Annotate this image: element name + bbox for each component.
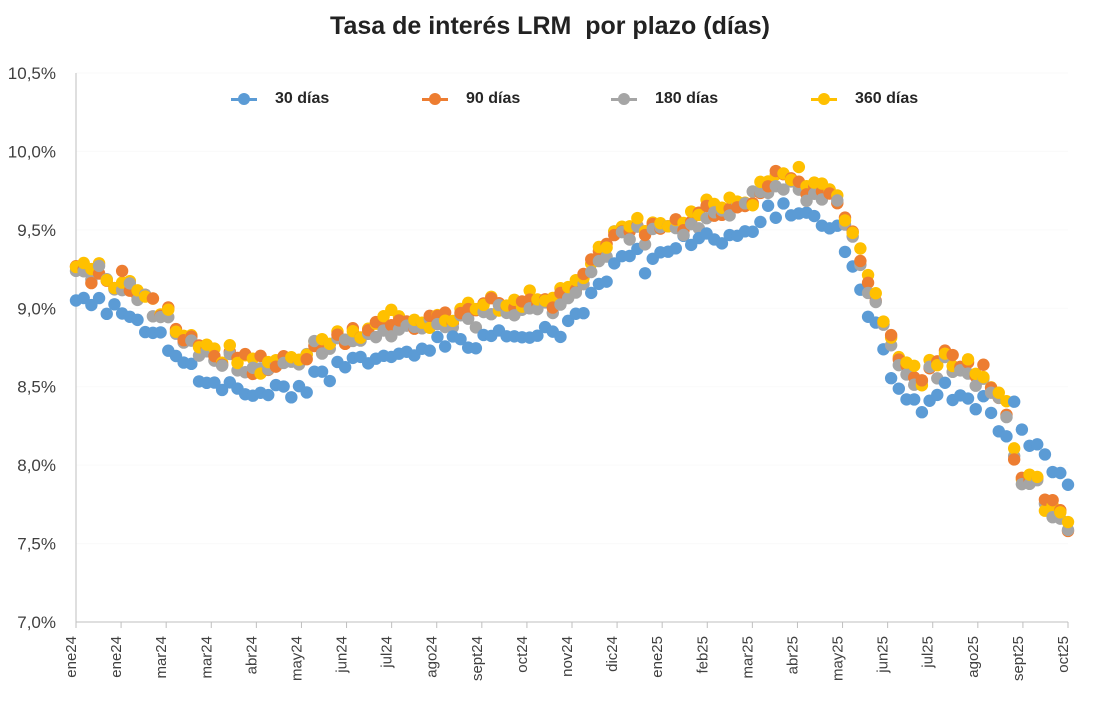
svg-text:nov24: nov24 — [559, 636, 576, 677]
svg-text:dic24: dic24 — [604, 636, 621, 672]
svg-text:oct25: oct25 — [1055, 636, 1072, 673]
svg-text:ene25: ene25 — [649, 636, 666, 678]
svg-text:mar24: mar24 — [153, 636, 170, 679]
svg-text:mar25: mar25 — [739, 636, 756, 679]
svg-text:mar24: mar24 — [198, 636, 215, 679]
svg-text:ene24: ene24 — [63, 636, 80, 678]
svg-text:10,5%: 10,5% — [8, 64, 56, 83]
svg-text:sept25: sept25 — [1010, 636, 1027, 681]
svg-text:7,5%: 7,5% — [17, 535, 56, 554]
svg-text:feb25: feb25 — [694, 636, 711, 674]
svg-text:8,5%: 8,5% — [17, 378, 56, 397]
svg-text:sept24: sept24 — [469, 636, 486, 681]
svg-text:oct24: oct24 — [514, 636, 531, 673]
svg-text:may25: may25 — [830, 636, 847, 681]
svg-text:abr24: abr24 — [243, 636, 260, 674]
svg-text:10,0%: 10,0% — [8, 142, 56, 161]
svg-text:8,0%: 8,0% — [17, 456, 56, 475]
svg-text:ago25: ago25 — [965, 636, 982, 678]
svg-text:ago24: ago24 — [424, 636, 441, 678]
svg-text:abr25: abr25 — [784, 636, 801, 674]
svg-text:jul24: jul24 — [379, 636, 396, 669]
svg-text:9,0%: 9,0% — [17, 299, 56, 318]
svg-text:ene24: ene24 — [108, 636, 125, 678]
svg-text:jun25: jun25 — [875, 636, 892, 674]
svg-text:7,0%: 7,0% — [17, 613, 56, 632]
svg-text:jun24: jun24 — [334, 636, 351, 674]
svg-text:may24: may24 — [288, 636, 305, 681]
svg-text:jul25: jul25 — [920, 636, 937, 669]
svg-text:9,5%: 9,5% — [17, 221, 56, 240]
